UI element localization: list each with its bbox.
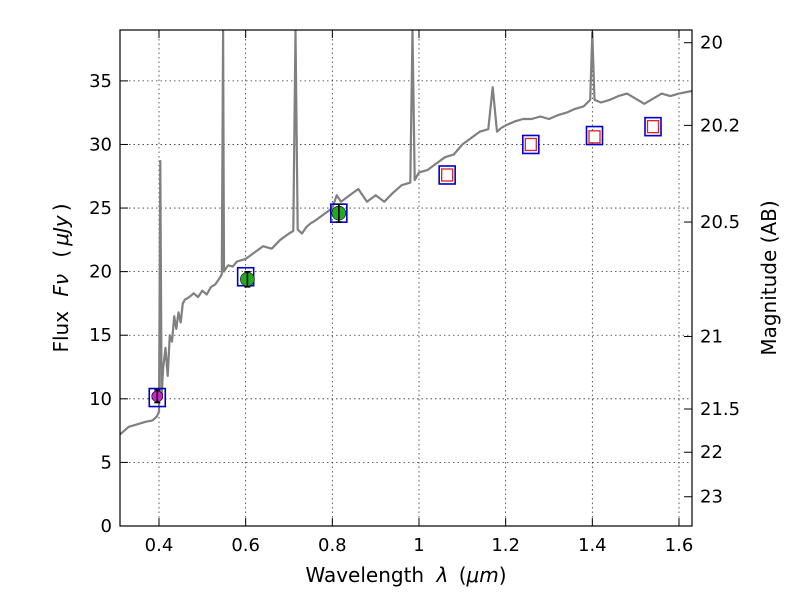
plot-frame	[119, 29, 693, 527]
observed-point-marker	[524, 137, 537, 152]
model-box-marker	[438, 165, 456, 185]
model-box-marker	[644, 116, 662, 137]
y2-tick-label: 22	[700, 442, 723, 463]
y-tick-label: 30	[89, 134, 112, 155]
y-tick-label: 0	[101, 516, 112, 537]
x-tick-label: 1.2	[491, 535, 520, 556]
x-tick-label: 1.4	[578, 535, 607, 556]
y2-tick-label: 20.2	[700, 115, 740, 136]
observed-point-marker	[441, 168, 454, 182]
y-axis-label-text: Flux	[49, 311, 73, 353]
model-photometry-layer	[148, 116, 662, 408]
y-axis-unit: μJy	[49, 214, 73, 247]
observed-points-layer	[151, 120, 660, 404]
grid-lines	[120, 30, 692, 527]
x-axis-label-text: Wavelength	[305, 563, 424, 587]
tick-marks	[120, 30, 692, 527]
y-axis-label: Flux Fν (μJy)	[49, 203, 73, 352]
model-box-marker	[521, 134, 540, 155]
observed-point-marker	[588, 130, 601, 144]
x-tick-labels: 0.4 0.6 0.8 1 1.2 1.4 1.6	[145, 535, 694, 556]
y-tick-label: 35	[89, 71, 112, 92]
x-tick-label: 1	[413, 535, 424, 556]
x-axis-unit: μm	[466, 563, 499, 587]
y2-tick-label: 21.5	[700, 399, 740, 420]
y2-tick-label: 20	[700, 33, 723, 54]
y-tick-labels: 0 5 10 15 20 25 30 35	[89, 71, 112, 537]
spectrum-layer	[120, 30, 692, 436]
y2-tick-label: 20.5	[700, 212, 740, 233]
y2-axis-label: Magnitude (AB)	[757, 200, 781, 355]
y2-tick-label: 23	[700, 487, 723, 508]
spectrum-line	[120, 30, 692, 436]
model-box-marker	[148, 387, 167, 408]
y-tick-label: 5	[101, 452, 112, 473]
observed-point-marker	[646, 120, 660, 134]
y2-tick-label: 21	[700, 327, 723, 348]
model-box-marker	[585, 125, 604, 146]
x-axis-symbol: λ	[435, 563, 448, 587]
y-tick-label: 20	[89, 262, 112, 283]
y-tick-label: 15	[89, 325, 112, 346]
x-tick-label: 1.6	[665, 535, 694, 556]
x-tick-label: 0.4	[145, 535, 174, 556]
y-tick-label: 10	[89, 389, 112, 410]
y2-tick-labels: 20 20.2 20.5 21 21.5 22 23	[700, 33, 740, 508]
y-axis-symbol: Fν	[49, 274, 73, 297]
x-tick-label: 0.6	[231, 535, 260, 556]
x-axis-label: Wavelength λ (μm)	[305, 563, 506, 587]
x-tick-label: 0.8	[318, 535, 347, 556]
y-tick-label: 25	[89, 198, 112, 219]
